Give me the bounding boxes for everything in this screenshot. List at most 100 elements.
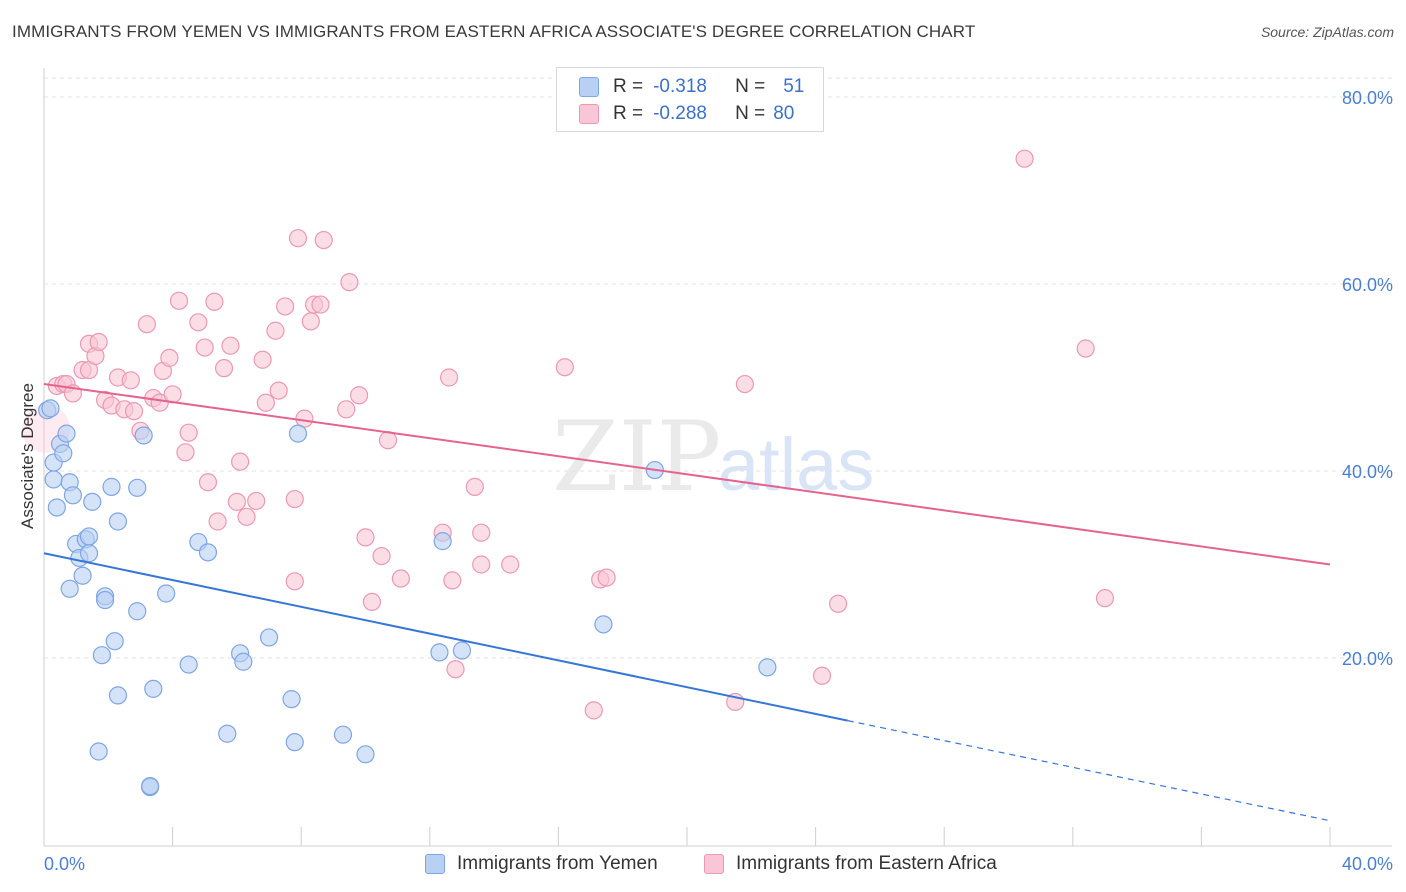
legend-label-eastern-africa: Immigrants from Eastern Africa (736, 853, 997, 874)
eastern-africa-point-20 (160, 348, 179, 367)
eastern-africa-point-27 (198, 473, 218, 492)
legend-r-value: -0.288 (653, 103, 707, 124)
eastern-africa-point-63 (472, 555, 491, 574)
legend-n-label: N = (735, 76, 766, 97)
eastern-africa-point-23 (176, 443, 195, 462)
eastern-africa-point-35 (247, 491, 266, 511)
eastern-africa-point-8 (89, 332, 108, 352)
eastern-africa-point-56 (391, 569, 410, 588)
eastern-africa-point-62 (472, 523, 491, 542)
eastern-africa-point-58 (439, 368, 459, 387)
legend-label-yemen: Immigrants from Yemen (457, 853, 658, 874)
eastern-africa-point-43 (288, 229, 308, 248)
eastern-africa-point-50 (340, 273, 359, 292)
eastern-africa-point-25 (189, 313, 208, 332)
yemen-point-25 (108, 512, 128, 531)
eastern-africa-point-32 (227, 492, 246, 511)
legend-swatch-eastern-africa (704, 854, 724, 874)
legend-row-yemen: R = -0.318 N = 51 (579, 74, 804, 100)
yemen-point-24 (108, 686, 128, 705)
eastern-africa-point-24 (179, 423, 198, 442)
eastern-africa-point-28 (205, 292, 224, 311)
yemen-point-40 (282, 690, 301, 709)
yemen-point-32 (157, 584, 176, 603)
legend-swatch-yemen (579, 77, 599, 97)
yemen-point-19 (92, 646, 111, 665)
correlation-legend: R = -0.318 N = 51 R = -0.288 N = 80 (556, 67, 824, 132)
legend-r-label: R = (613, 103, 644, 124)
axes (43, 68, 1392, 847)
eastern-africa-point-22 (169, 291, 189, 310)
eastern-africa-point-18 (150, 393, 169, 412)
eastern-africa-point-41 (285, 489, 304, 509)
yemen-point-17 (83, 492, 102, 511)
legend-swatch-eastern-africa (579, 104, 599, 124)
eastern-africa-point-14 (124, 402, 144, 421)
yemen-point-13 (73, 566, 92, 585)
yemen-point-43 (333, 725, 353, 744)
eastern-africa-point-42 (285, 572, 304, 591)
legend-item-eastern-africa: Immigrants from Eastern Africa (704, 853, 997, 875)
yemen-point-21 (95, 590, 115, 610)
yemen-point-22 (102, 477, 121, 496)
eastern-africa-point-73 (829, 594, 848, 613)
y-tick-label-60: 60.0% (1342, 275, 1393, 295)
eastern-africa-point-65 (555, 358, 574, 377)
eastern-africa-point-74 (1015, 149, 1034, 168)
yemen-point-23 (105, 632, 124, 651)
eastern-africa-point-51 (349, 386, 369, 405)
x-tick-label-0: 0.0% (44, 854, 85, 874)
legend-swatch-yemen (425, 854, 445, 874)
legend-item-yemen: Immigrants from Yemen (425, 853, 658, 875)
yemen-point-47 (452, 641, 472, 660)
eastern-africa-point-34 (237, 507, 256, 526)
eastern-africa-point-29 (208, 512, 227, 531)
yemen-point-46 (433, 532, 452, 551)
yemen-point-33 (179, 655, 198, 674)
yemen-point-42 (288, 424, 308, 443)
eastern-africa-point-49 (337, 400, 356, 419)
watermark-atlas: atlas (718, 423, 874, 506)
legend-n-label: N = (735, 103, 766, 124)
eastern-africa-point-37 (256, 393, 275, 412)
yemen-point-10 (63, 486, 83, 505)
x-tick-label-40: 40.0% (1342, 854, 1393, 874)
yemen-point-4 (47, 498, 66, 517)
yemen-point-16 (79, 527, 99, 546)
yemen-point-1 (41, 399, 60, 418)
yemen-point-27 (128, 602, 147, 621)
yemen-point-45 (430, 643, 449, 662)
eastern-africa-point-16 (137, 315, 156, 334)
eastern-africa-point-36 (253, 350, 272, 369)
yemen-point-6 (54, 444, 73, 463)
legend-r-label: R = (613, 76, 644, 97)
yemen-point-48 (594, 615, 613, 634)
eastern-africa-point-72 (812, 666, 832, 685)
y-tick-label-80: 80.0% (1342, 88, 1393, 108)
yemen-point-18 (89, 742, 108, 761)
legend-n-value: 51 (783, 76, 805, 97)
eastern-africa-point-66 (584, 701, 603, 720)
legend-r-value: -0.318 (653, 76, 707, 97)
eastern-africa-point-68 (597, 568, 616, 587)
yemen-point-30 (140, 776, 160, 796)
tick-labels: 20.0% 40.0% 60.0% 80.0% 0.0% 40.0% (44, 88, 1393, 874)
eastern-africa-point-33 (231, 452, 250, 471)
eastern-africa-point-30 (214, 359, 234, 378)
yemen-point-8 (60, 579, 79, 598)
yemen-point-50 (758, 658, 777, 677)
eastern-africa-point-75 (1076, 339, 1095, 358)
series-legend: Immigrants from Yemen Immigrants from Ea… (0, 850, 1406, 880)
eastern-africa-point-38 (266, 321, 285, 340)
yemen-point-38 (234, 652, 253, 671)
grid-lines (44, 77, 1392, 659)
yemen-point-44 (356, 745, 375, 764)
eastern-africa-point-60 (446, 660, 465, 679)
source-credit: Source: ZipAtlas.com (1260, 24, 1394, 40)
y-tick-label-20: 20.0% (1342, 649, 1393, 669)
watermark-zip: ZIP (552, 401, 721, 513)
eastern-africa-point-64 (501, 555, 520, 574)
eastern-africa-point-70 (735, 374, 754, 394)
eastern-africa-point-47 (311, 295, 330, 314)
